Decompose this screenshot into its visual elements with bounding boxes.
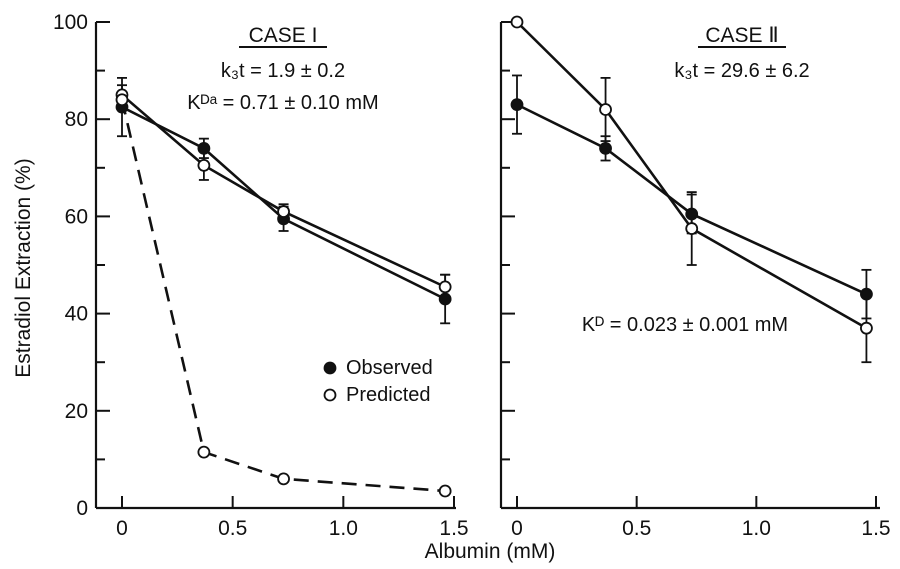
annotation: k₃t = 29.6 ± 6.2 — [674, 60, 809, 82]
series-line — [121, 105, 446, 301]
predicted-point — [115, 93, 129, 107]
case-title: CASE I — [249, 24, 318, 47]
annotation: Kᴰ = 0.023 ± 0.001 mM — [582, 314, 788, 336]
case-title: CASE Ⅱ — [705, 24, 778, 47]
legend-marker — [323, 361, 337, 375]
predicted-point — [510, 15, 524, 29]
observed-point — [197, 141, 211, 155]
y-tick-label: 0 — [76, 497, 88, 520]
series-line — [120, 99, 446, 493]
x-tick-label: 1.5 — [439, 517, 468, 540]
panel-case-2: 0 0.5 1.0 1.5 CASE Ⅱ k₃t = 29.6 ± 6.2 Kᴰ = 0.0… — [499, 15, 891, 540]
x-tick-label: 1.0 — [329, 517, 358, 540]
observed-point — [510, 98, 524, 112]
x-tick-label: 0 — [511, 517, 523, 540]
x-tick-label: 1.5 — [861, 517, 890, 540]
y-tick-label: 20 — [65, 400, 88, 423]
predicted-point — [277, 205, 290, 218]
x-axis-label: Albumin (mM) — [425, 540, 556, 563]
panel-case-1: 0 20 40 60 80 100 0 0.5 1.0 1.5 CASE I k₃t = 1.9 ± … — [53, 11, 469, 540]
x-tick-label: 0.5 — [218, 517, 247, 540]
predicted-point — [197, 158, 211, 172]
annotation: Kᴰᵃ = 0.71 ± 0.10 mM — [187, 92, 378, 114]
y-axis-label: Estradiol Extraction (%) — [12, 158, 35, 377]
y-tick-label: 40 — [65, 303, 88, 326]
observed-point — [438, 292, 452, 306]
observed-point — [599, 141, 612, 155]
x-tick-label: 1.0 — [742, 517, 771, 540]
predicted-point — [685, 222, 699, 235]
predicted-point — [860, 321, 873, 335]
y-tick-label: 100 — [53, 11, 88, 34]
legend-label: Predicted — [346, 384, 431, 406]
legend-label: Observed — [346, 357, 433, 379]
predicted-point — [438, 484, 452, 498]
predicted-point — [277, 472, 290, 486]
annotation: k₃t = 1.9 ± 0.2 — [221, 60, 345, 82]
series-line — [516, 103, 867, 296]
predicted-point — [599, 103, 612, 116]
series-line — [516, 21, 868, 330]
legend-marker — [323, 388, 337, 402]
predicted-point — [197, 445, 211, 459]
observed-point — [685, 207, 699, 221]
predicted-point — [438, 280, 452, 294]
y-tick-label: 80 — [65, 108, 88, 131]
x-tick-label: 0 — [116, 517, 128, 540]
observed-point — [860, 287, 873, 301]
x-tick-label: 0.5 — [622, 517, 651, 540]
y-tick-label: 60 — [65, 205, 88, 228]
series-line — [121, 93, 446, 289]
